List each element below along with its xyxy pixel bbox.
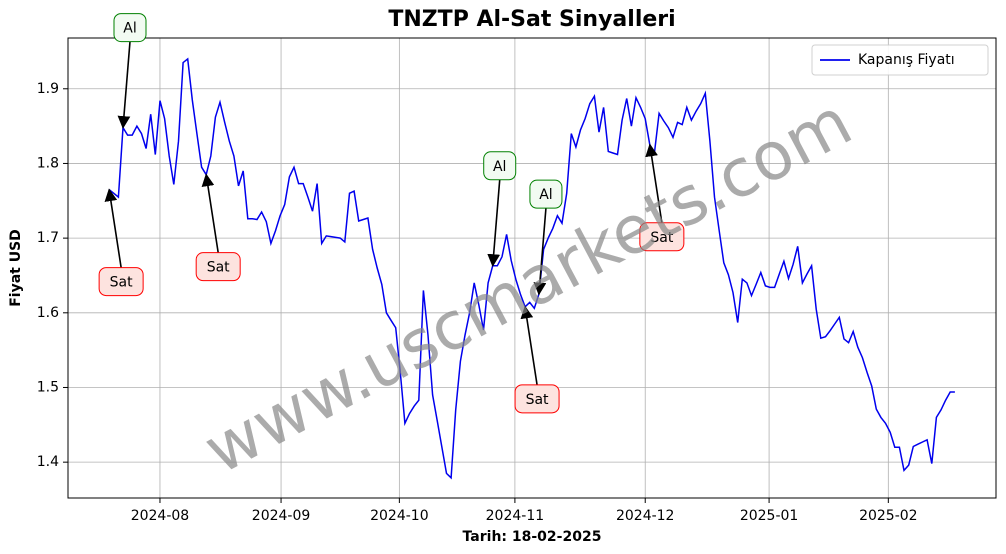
y-tick-label: 1.9 [37, 81, 59, 97]
annotation-box [483, 151, 517, 181]
annotation-box [529, 179, 563, 209]
y-tick-label: 1.4 [37, 454, 59, 470]
annotation-box [195, 252, 241, 282]
annotation-arrow [520, 305, 538, 385]
watermark: www.uscmarkets.com [192, 83, 864, 489]
x-tick-label: 2025-01 [740, 508, 799, 524]
annotation-label: Al [493, 159, 506, 175]
y-tick-label: 1.8 [37, 155, 59, 171]
annotation-box [98, 267, 144, 297]
annotation-arrow [201, 173, 219, 253]
x-tick-label: 2024-10 [370, 508, 429, 524]
annotation-label: Sat [650, 230, 673, 246]
legend-label: Kapanış Fiyatı [858, 52, 955, 68]
x-tick-label: 2024-11 [486, 508, 545, 524]
x-tick-label: 2024-08 [131, 508, 190, 524]
y-tick-label: 1.6 [37, 305, 59, 321]
annotation-arrow [533, 208, 547, 296]
y-tick-label: 1.5 [37, 379, 59, 395]
annotation-label: Al [123, 21, 136, 37]
annotation-arrow [487, 179, 501, 268]
annotation-label: Sat [207, 260, 230, 276]
x-tick-label: 2025-02 [859, 508, 918, 524]
chart-title: TNZTP Al-Sat Sinyalleri [388, 7, 675, 32]
annotation-arrow [645, 143, 663, 223]
annotation-label: Sat [526, 392, 549, 408]
annotation-box [113, 13, 147, 43]
y-tick-label: 1.7 [37, 230, 59, 246]
annotation-label: Al [539, 187, 552, 203]
annotation-box [639, 222, 685, 252]
x-tick-label: 2024-12 [616, 508, 675, 524]
annotation-box [514, 384, 560, 414]
plot-frame [67, 37, 997, 499]
annotation-arrow [104, 188, 122, 268]
x-tick-label: 2024-09 [252, 508, 311, 524]
price-line [108, 57, 955, 480]
annotation-label: Sat [110, 275, 133, 291]
x-axis-label: Tarih: 18-02-2025 [463, 529, 602, 545]
legend-box [811, 44, 989, 76]
annotation-arrow [117, 41, 131, 129]
y-axis-label: Fiyat USD [8, 229, 24, 307]
